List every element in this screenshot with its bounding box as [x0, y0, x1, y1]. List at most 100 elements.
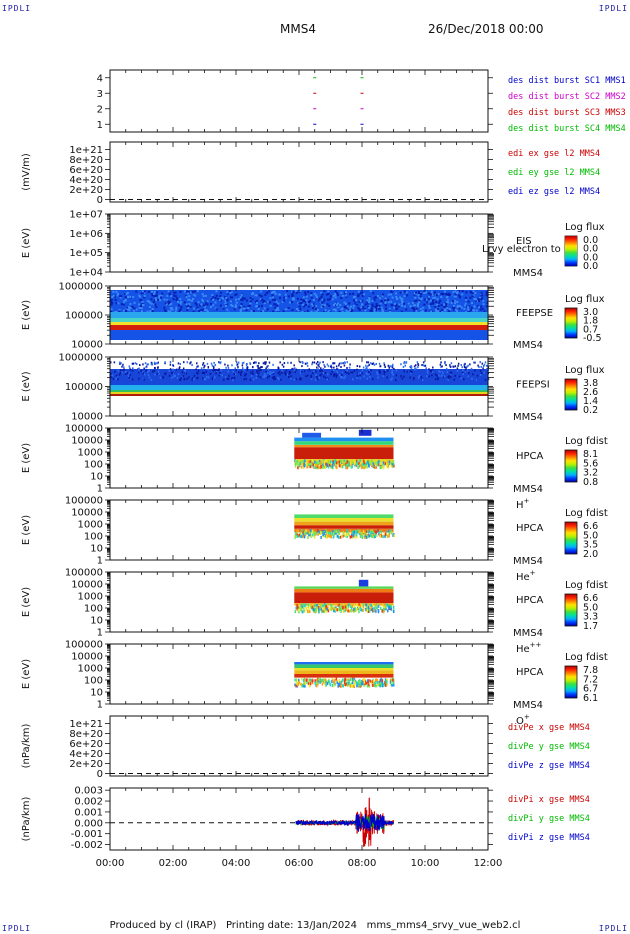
ytick-label-p9-5: 100000: [65, 640, 103, 651]
sc-p9: MMS4: [513, 700, 543, 711]
legend-p10-1: divPe x gse MMS4: [508, 723, 590, 733]
instrument-p6: HPCA: [516, 451, 544, 462]
heatmap-p9: [294, 662, 395, 688]
ytick-label-p7-2: 100: [84, 532, 103, 543]
cbar-title-p5: Log flux: [565, 365, 605, 376]
cbar-title-p6: Log fdist: [565, 436, 608, 447]
cbar-tick-p7-3: 2.0: [583, 549, 598, 560]
ytick-label-p2-3: 6e+20: [69, 165, 103, 176]
ytick-label-p7-3: 1000: [78, 520, 103, 531]
colorbar-p5: [564, 378, 578, 411]
ytick-label-p6-2: 100: [84, 460, 103, 471]
ytick-label-p6-3: 1000: [78, 448, 103, 459]
cbar-tick-p9-3: 6.1: [583, 693, 598, 704]
ytick-label-p8-2: 100: [84, 604, 103, 615]
xtick-label-2: 04:00: [222, 858, 251, 869]
panel-p5: 10000 100000 1000000 E (eV) FEEPSI MMS4 Log fl…: [21, 353, 605, 424]
ytick-label-p8-5: 100000: [65, 568, 103, 579]
cbar-tick-p9-0: 7.8: [583, 665, 598, 676]
heatmap-p7: [294, 514, 395, 539]
ylabel-p5: E (eV): [21, 371, 32, 401]
cbar-title-p3: Log flux: [565, 222, 605, 233]
species-p8: He++: [516, 641, 542, 655]
ytick-label-p10-0: 0: [97, 769, 103, 780]
cbar-title-p9: Log fdist: [565, 652, 608, 663]
ylabel-p7: E (eV): [21, 515, 32, 545]
legend-p1-4: des dist burst SC4 MMS4: [508, 124, 626, 134]
ytick-label-p2-1: 2e+20: [69, 185, 103, 196]
cbar-tick-p5-0: 3.8: [583, 378, 598, 389]
ylabel-p10: (nPa/km): [21, 724, 32, 769]
legend-p10-3: divPe z gse MMS4: [508, 761, 590, 771]
ytick-label-p10-3: 6e+20: [69, 739, 103, 750]
sc-p3: MMS4: [513, 268, 543, 279]
xtick-label-1: 02:00: [159, 858, 188, 869]
cbar-tick-p6-2: 3.2: [583, 468, 598, 479]
instrument-p5: FEEPSI: [516, 380, 550, 391]
ylabel-p2: (mV/m): [21, 153, 32, 191]
ylabel-p8: E (eV): [21, 587, 32, 617]
sc-p8: MMS4: [513, 628, 543, 639]
cbar-tick-p7-0: 6.6: [583, 521, 598, 532]
legend-p2-1: edi ex gse l2 MMS4: [508, 149, 600, 159]
ylabel-p11: (nPa/km): [21, 797, 32, 842]
ytick-label-p3-1: 1e+05: [69, 248, 103, 259]
footer-printing-date: Printing date: 13/Jan/2024: [225, 920, 358, 931]
colorbar-p4: [564, 307, 578, 339]
cbar-tick-p8-3: 1.7: [583, 621, 598, 632]
ytick-label-p11-3: 0.001: [74, 807, 103, 818]
xtick-label-6: 12:00: [474, 858, 503, 869]
legend-p1-3: des dist burst SC3 MMS3: [508, 108, 626, 118]
ylabel-p3: E (eV): [21, 228, 32, 258]
ytick-label-p1-3: 4: [97, 73, 103, 84]
cbar-tick-p4-1: 1.8: [583, 316, 598, 327]
cbar-tick-p3-1: 0.0: [583, 244, 598, 255]
legend-p2-3: edi ez gse l2 MMS4: [508, 187, 600, 197]
overlay-label-p3: Lrvy electron to: [482, 244, 561, 255]
sc-p4: MMS4: [513, 340, 543, 351]
ytick-label-p7-1: 10: [90, 544, 103, 555]
ytick-label-p11-0: -0.002: [71, 840, 103, 851]
ytick-label-p11-1: -0.001: [71, 829, 103, 840]
ytick-label-p5-0: 10000: [71, 412, 103, 423]
cbar-tick-p6-0: 8.1: [583, 449, 598, 460]
colorbar-p9: [564, 665, 578, 699]
species-p7: He+: [516, 569, 536, 583]
ytick-label-p6-4: 10000: [71, 436, 103, 447]
cbar-tick-p5-3: 0.2: [583, 405, 598, 416]
legend-p2-2: edi ey gse l2 MMS4: [508, 168, 600, 178]
cbar-tick-p6-1: 5.6: [583, 458, 598, 469]
instrument-p4: FEEPSE: [516, 308, 553, 319]
footer: Produced by cl (IRAP) Printing date: 13/…: [0, 920, 630, 931]
ytick-label-p10-5: 1e+21: [69, 719, 103, 730]
ytick-label-p4-0: 10000: [71, 340, 103, 351]
ytick-label-p10-4: 8e+20: [69, 729, 103, 740]
cbar-tick-p8-2: 3.3: [583, 612, 598, 623]
cbar-title-p7: Log fdist: [565, 508, 608, 519]
ytick-label-p2-4: 8e+20: [69, 155, 103, 166]
ytick-label-p2-5: 1e+21: [69, 145, 103, 156]
instrument-p9: HPCA: [516, 667, 544, 678]
cbar-tick-p3-3: 0.0: [583, 261, 598, 272]
date-title: 26/Dec/2018 00:00: [428, 22, 544, 36]
frame-p1: [109, 69, 489, 133]
ytick-label-p8-4: 10000: [71, 580, 103, 591]
panel-p4: 10000 100000 1000000 E (eV) FEEPSE MMS4 Log fl…: [21, 282, 605, 352]
cbar-tick-p5-2: 1.4: [583, 396, 598, 407]
cbar-tick-p7-1: 5.0: [583, 530, 598, 541]
legend-p1-2: des dist burst SC2 MMS2: [508, 92, 626, 102]
instrument-p8: HPCA: [516, 595, 544, 606]
cbar-tick-p4-2: 0.7: [583, 324, 598, 335]
ytick-label-p1-0: 1: [97, 120, 103, 131]
ytick-label-p11-4: 0.002: [74, 797, 103, 808]
legend-p1-1: des dist burst SC1 MMS1: [508, 76, 626, 86]
xtick-label-5: 10:00: [411, 858, 440, 869]
spacecraft-title: MMS4: [280, 22, 316, 36]
ylabel-p4: E (eV): [21, 300, 32, 330]
cbar-tick-p8-1: 5.0: [583, 602, 598, 613]
